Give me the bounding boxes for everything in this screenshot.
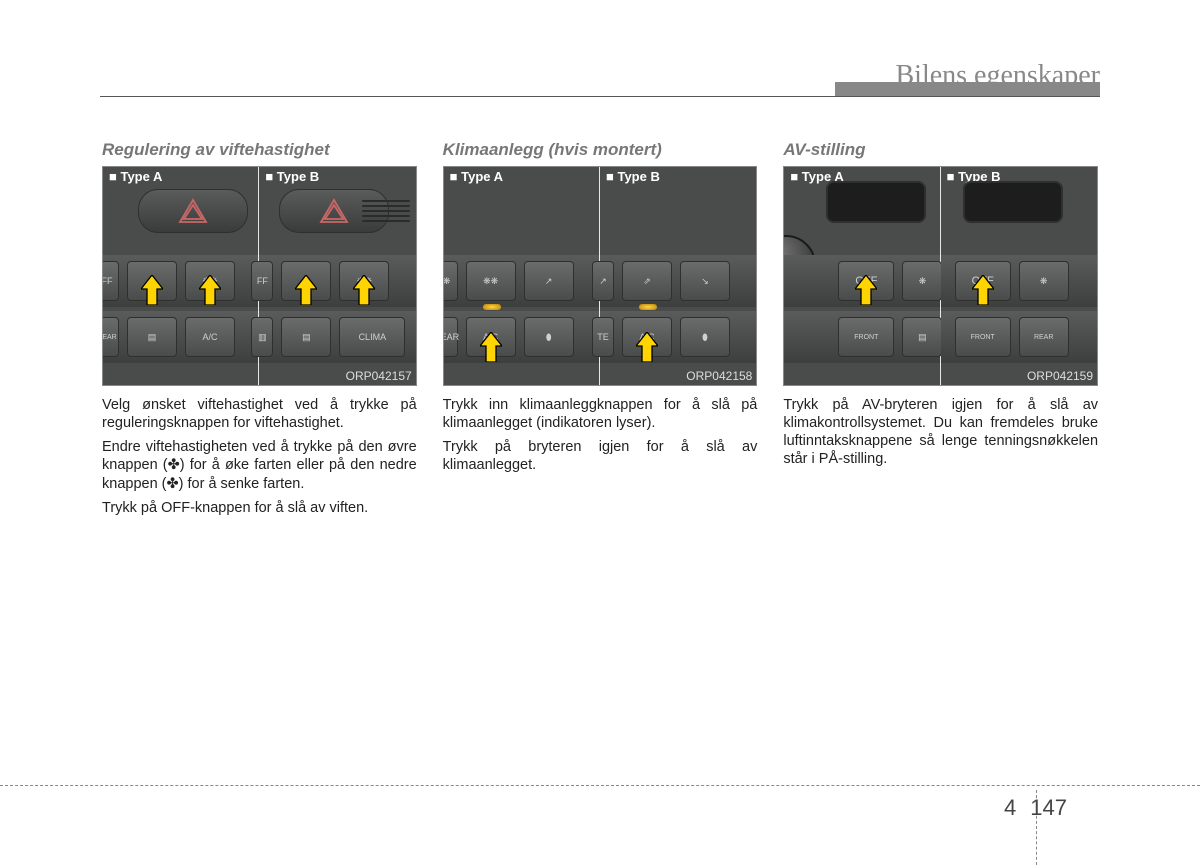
para: Velg ønsket viftehastighet ved å trykke … (102, 396, 417, 432)
fan-frag: ❋ (443, 261, 458, 301)
mode-floor-button: ↘ (680, 261, 730, 301)
off-button-fragment: FF (102, 261, 119, 301)
fan-frag-a: ❋ (902, 261, 942, 301)
front-defrost-button-b: FRONT (955, 317, 1011, 357)
subheading-fan-speed: Regulering av viftehastighet (102, 140, 417, 160)
defrost-rear-a: ▤ (127, 317, 177, 357)
button-row-upper: ↗ ⇗ ↘ (600, 255, 756, 307)
defrost-rear-a-frag: REAR (102, 317, 119, 357)
rear-defrost-b: ▤ (281, 317, 331, 357)
header-accent-bar (835, 82, 1100, 96)
off-button-b: OFF (955, 261, 1011, 301)
para: Trykk på bryteren igjen for å slå av kli… (443, 438, 758, 474)
front-defrost-frag: ▥ (251, 317, 273, 357)
subheading-ac: Klimaanlegg (hvis montert) (443, 140, 758, 160)
column-fan-speed: Regulering av viftehastighet ■ Type A ■ … (102, 140, 417, 523)
rear-defrost-button-b: REAR (1019, 317, 1069, 357)
fan-up-button-a: ❋ (127, 261, 177, 301)
figure-off: ■ Type A ■ Type B OFF ❋ FRONT ▤ (783, 166, 1098, 386)
mode-bilevel-button: ⇗ (622, 261, 672, 301)
recirc-button: ⬮ (524, 317, 574, 357)
ac-button-a: A/C (185, 317, 235, 357)
image-code: ORP042158 (686, 369, 752, 383)
para: Trykk på OFF-knappen for å slå av viften… (102, 499, 417, 517)
body-text-fan: Velg ønsket viftehastighet ved å trykke … (102, 396, 417, 523)
te-frag: TE (592, 317, 614, 357)
mode-frag: ↗ (592, 261, 614, 301)
button-row-lower: FRONT REAR (941, 311, 1097, 363)
footer-dashed-rule (0, 785, 1200, 786)
fan-button: ❋❋ (466, 261, 516, 301)
ac-button-b: A/C (622, 317, 672, 357)
front-defrost-button-a: FRONT (838, 317, 894, 357)
button-row-lower: ▥ ▤ CLIMA (259, 311, 415, 363)
button-row-lower: REAR ▤ A/C (103, 311, 258, 363)
figure-ac-type-a: ❋ ❋❋ ↗ REAR A/C ⬮ (444, 167, 600, 385)
button-row-upper: OFF ❋ (784, 255, 939, 307)
ac-indicator-led (639, 304, 657, 310)
page-number: 4 147 (1004, 795, 1067, 821)
fan-up-2-button-b: ❋❋ (339, 261, 389, 301)
para: Trykk inn klimaanleggknappen for å slå p… (443, 396, 758, 432)
para: Trykk på AV-bryteren igjen for å slå av … (783, 396, 1098, 469)
page-header: Bilens egenskaper (100, 60, 1100, 100)
button-row-upper: FF ❋ ❋❋ (103, 255, 258, 307)
fan-button-b: ❋ (1019, 261, 1069, 301)
subheading-off: AV-stilling (783, 140, 1098, 160)
mode-face-button: ↗ (524, 261, 574, 301)
button-row-lower: TE A/C ⬮ (600, 311, 756, 363)
page-number-value: 147 (1030, 795, 1067, 820)
button-row-lower: REAR A/C ⬮ (444, 311, 599, 363)
image-code: ORP042157 (346, 369, 412, 383)
image-code: ORP042159 (1027, 369, 1093, 383)
figure-ac-type-b: ↗ ⇗ ↘ TE A/C ⬮ (600, 167, 756, 385)
button-row-upper: ❋ ❋❋ ↗ (444, 255, 599, 307)
button-row-upper: OFF ❋ (941, 255, 1097, 307)
figure-off-type-b: OFF ❋ FRONT REAR (941, 167, 1097, 385)
body-text-ac: Trykk inn klimaanleggknappen for å slå p… (443, 396, 758, 481)
ac-button: A/C (466, 317, 516, 357)
content-columns: Regulering av viftehastighet ■ Type A ■ … (102, 140, 1098, 523)
para: Endre viftehastigheten ved å trykke på d… (102, 438, 417, 492)
rear-defrost-frag: REAR (443, 317, 458, 357)
figure-ac: ■ Type A ■ Type B ❋ ❋❋ ↗ REAR A/C ⬮ (443, 166, 758, 386)
column-ac: Klimaanlegg (hvis montert) ■ Type A ■ Ty… (443, 140, 758, 523)
figure-fan-type-a: FF ❋ ❋❋ REAR ▤ A/C (103, 167, 259, 385)
fan-up-button-b: ❋ (281, 261, 331, 301)
chapter-number: 4 (1004, 795, 1016, 820)
column-off: AV-stilling ■ Type A ■ Type B OFF ❋ FRON… (783, 140, 1098, 523)
vent-grille (362, 197, 410, 225)
fan-up-2-button-a: ❋❋ (185, 261, 235, 301)
rear-defrost-frag-a: ▤ (902, 317, 942, 357)
button-row-lower: FRONT ▤ (784, 311, 939, 363)
off-button-a: OFF (838, 261, 894, 301)
recirc-button-b: ⬮ (680, 317, 730, 357)
figure-off-type-a: OFF ❋ FRONT ▤ (784, 167, 940, 385)
climate-button-b: CLIMA (339, 317, 405, 357)
body-text-off: Trykk på AV-bryteren igjen for å slå av … (783, 396, 1098, 475)
off-button-fragment-b: FF (251, 261, 273, 301)
figure-fan-type-b: FF ❋ ❋❋ ▥ ▤ CLIMA (259, 167, 415, 385)
manual-page: Bilens egenskaper Regulering av viftehas… (0, 0, 1200, 861)
button-row-upper: FF ❋ ❋❋ (259, 255, 415, 307)
temp-display-b (963, 181, 1063, 223)
temp-display (826, 181, 926, 223)
ac-indicator-led (483, 304, 501, 310)
hazard-button (138, 189, 248, 233)
figure-fan-speed: ■ Type A ■ Type B FF ❋ ❋❋ REAR ▤ (102, 166, 417, 386)
header-rule (100, 96, 1100, 97)
